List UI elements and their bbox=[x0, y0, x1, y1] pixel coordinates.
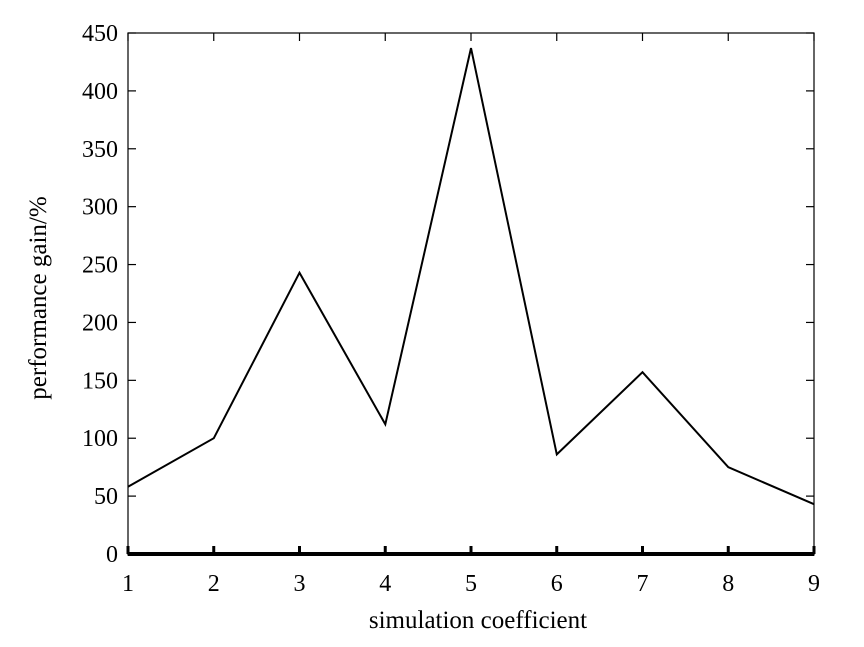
x-tick-label: 4 bbox=[379, 571, 391, 597]
y-tick-label: 350 bbox=[82, 137, 118, 163]
y-tick-label: 0 bbox=[106, 542, 118, 568]
series-line bbox=[127, 47, 815, 506]
x-tick-label: 1 bbox=[122, 571, 134, 597]
x-tick-label: 3 bbox=[294, 571, 306, 597]
y-tick-label: 400 bbox=[82, 79, 118, 105]
y-tick-label: 150 bbox=[82, 368, 118, 394]
x-tick-label: 9 bbox=[808, 571, 820, 597]
y-tick-label: 300 bbox=[82, 195, 118, 221]
x-axis-label: simulation coefficient bbox=[369, 607, 587, 634]
x-tick-label: 8 bbox=[722, 571, 734, 597]
x-tick-label: 7 bbox=[637, 571, 649, 597]
tick-labels: 1 2 3 4 5 6 7 8 9 0 50 100 150 200 250 300 350 400 450 bbox=[82, 21, 820, 597]
y-tick-label: 50 bbox=[94, 484, 118, 510]
y-tick-label: 250 bbox=[82, 253, 118, 279]
ticks bbox=[126, 32, 816, 555]
x-tick-label: 2 bbox=[208, 571, 220, 597]
y-axis-label: performance gain/% bbox=[25, 196, 52, 399]
y-tick-label: 200 bbox=[82, 310, 118, 336]
y-tick-label: 100 bbox=[82, 426, 118, 452]
y-tick-label: 450 bbox=[82, 21, 118, 47]
plot-frame bbox=[127, 32, 815, 556]
x-tick-label: 5 bbox=[465, 571, 477, 597]
x-tick-label: 6 bbox=[551, 571, 563, 597]
